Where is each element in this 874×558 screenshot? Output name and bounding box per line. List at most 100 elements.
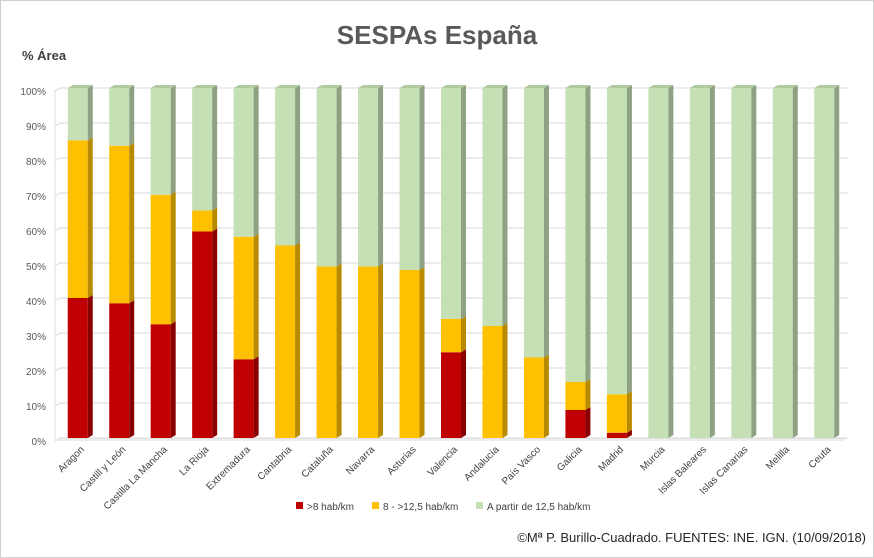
x-tick-label: Ceuta: [807, 444, 834, 471]
bar-segment-side: [502, 85, 508, 326]
bar-segment: [192, 88, 213, 211]
bar-segment-side: [461, 85, 466, 319]
bar-segment-side: [87, 295, 93, 438]
bar-segment-side: [834, 85, 840, 438]
x-tick-label: Valencia: [426, 444, 461, 479]
bar-top: [441, 85, 466, 88]
bar-segment: [731, 88, 752, 438]
gridline-depth: [54, 332, 61, 337]
bar-segment-side: [212, 85, 218, 211]
bar-segment: [772, 88, 793, 438]
gridline-depth: [54, 437, 61, 442]
bar-segment: [482, 326, 503, 438]
x-tick-label: La Rioja: [178, 444, 212, 478]
bar-top: [192, 85, 218, 88]
bar-segment: [275, 88, 296, 246]
bar-segment-side: [378, 263, 384, 438]
bar-top: [606, 85, 632, 88]
bar-segment: [67, 140, 88, 298]
bar-segment: [441, 88, 461, 319]
gridline-depth: [54, 122, 61, 127]
bar-segment-side: [626, 429, 632, 438]
y-tick-label: 30%: [26, 332, 46, 343]
bar-segment: [316, 88, 337, 267]
x-tick-label: Cataluña: [300, 444, 336, 480]
y-tick-label: 20%: [26, 367, 46, 378]
bar-segment-side: [295, 85, 301, 246]
bar-segment-side: [253, 233, 259, 360]
y-tick-label: 70%: [26, 192, 46, 203]
bar-segment-side: [585, 85, 591, 382]
y-tick-label: 0%: [32, 437, 47, 448]
y-axis-label: % Área: [22, 48, 67, 63]
gridline-depth: [54, 297, 61, 302]
bar-segment-side: [87, 85, 93, 141]
gridline-depth: [54, 87, 61, 92]
bar-segment: [150, 194, 171, 325]
bar-segment: [814, 88, 835, 438]
bar-segment-side: [709, 85, 715, 438]
bar-top: [358, 85, 384, 88]
bar-segment-side: [751, 85, 757, 438]
legend-label: 8 - >12,5 hab/km: [383, 502, 458, 513]
bar-segment: [399, 88, 420, 270]
bar-segment-side: [253, 85, 259, 237]
y-tick-label: 100%: [20, 87, 46, 98]
bar-segment-side: [461, 349, 466, 438]
bar-segment-side: [129, 300, 135, 438]
gridline-depth: [54, 402, 61, 407]
bar-segment: [482, 88, 503, 326]
bar-segment-side: [129, 142, 135, 304]
bar-segment: [441, 352, 461, 438]
bar-top: [109, 85, 135, 88]
bar-segment: [523, 88, 544, 358]
bar-segment-side: [461, 316, 466, 353]
x-tick-label: Murcia: [638, 444, 667, 473]
legend-swatch: [476, 502, 483, 509]
chart-title: SESPAs España: [336, 20, 538, 50]
bar-segment: [192, 210, 213, 232]
bar-segment-side: [585, 379, 591, 410]
gridline-depth: [54, 262, 61, 267]
bar-segment: [233, 359, 254, 438]
credit-text: ©Mª P. Burillo-Cuadrado. FUENTES: INE. I…: [517, 530, 866, 545]
bar-segment-side: [170, 85, 176, 195]
x-tick-label: Melilla: [764, 444, 792, 472]
bar-top: [648, 85, 674, 88]
bar-segment: [67, 88, 88, 141]
bar-segment: [109, 145, 130, 304]
bar-top: [565, 85, 591, 88]
bar-top: [731, 85, 757, 88]
bar-segment: [109, 88, 130, 146]
bar-segment-side: [129, 85, 135, 146]
bar-segment: [233, 236, 254, 360]
gridline-depth: [54, 192, 61, 197]
legend-swatch: [296, 502, 303, 509]
bar-segment: [233, 88, 254, 237]
y-tick-label: 50%: [26, 262, 46, 273]
x-tick-label: País Vasco: [500, 444, 543, 487]
bar-segment: [523, 357, 544, 438]
bar-top: [275, 85, 301, 88]
bar-top: [482, 85, 508, 88]
bar-top: [814, 85, 840, 88]
bar-segment-side: [336, 263, 342, 438]
gridline-depth: [54, 157, 61, 162]
bar-top: [233, 85, 259, 88]
x-tick-label: Aragon: [56, 444, 87, 475]
y-tick-label: 60%: [26, 227, 46, 238]
gridline-depth: [54, 367, 61, 372]
bar-segment-side: [170, 321, 176, 438]
bar-segment: [441, 319, 461, 353]
bar-segment: [689, 88, 710, 438]
x-tick-label: Cantabria: [256, 444, 295, 483]
bar-segment-side: [212, 228, 218, 438]
gridline-depth: [54, 227, 61, 232]
bar-segment: [565, 410, 586, 438]
x-tick-label: Extremadura: [204, 444, 253, 493]
y-tick-label: 90%: [26, 122, 46, 133]
y-tick-label: 10%: [26, 402, 46, 413]
bar-segment-side: [792, 85, 798, 438]
